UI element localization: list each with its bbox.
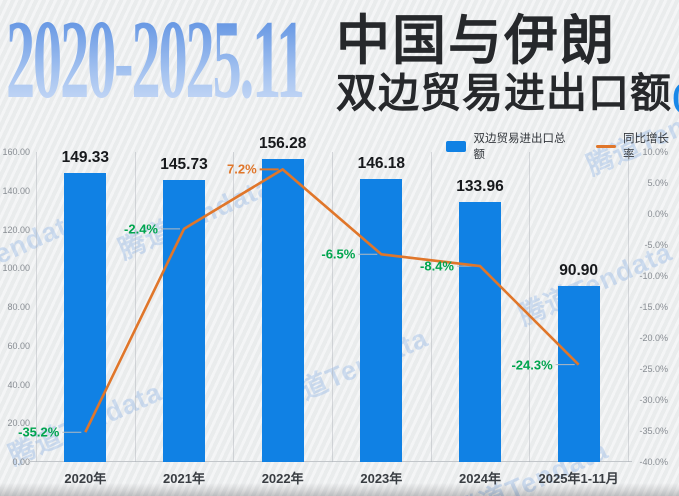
bar-value-label: 146.18 xyxy=(357,154,406,172)
growth-rate-label: -6.5% xyxy=(321,246,356,262)
period-title: 2020-2025.11 xyxy=(6,0,305,122)
left-axis-tick: 160.00 xyxy=(2,147,30,157)
plot-area: 149.33 145.73 156.28 146.18 133.96 90.90 -35.2… xyxy=(18,135,632,462)
right-axis-tick: 5.0% xyxy=(647,178,668,188)
x-axis-label: 2024年 xyxy=(459,471,501,486)
bar-value-label: 156.28 xyxy=(258,135,307,153)
line-swatch-icon xyxy=(596,144,616,148)
bar-swatch-icon xyxy=(446,140,467,152)
legend-bar-label: 双边贸易进出口总额 xyxy=(473,133,566,161)
right-axis-tick: -15.0% xyxy=(639,302,668,312)
left-axis-tick: 40.00 xyxy=(7,379,30,390)
gridline xyxy=(529,152,531,462)
x-axis-line xyxy=(28,461,632,462)
title-unit: (亿美元) xyxy=(672,75,679,115)
x-axis-label: 2020年 xyxy=(64,471,107,486)
growth-line xyxy=(84,168,580,433)
right-axis-ticks: 10.0% 5.0% 0.0% -5.0% -10.0% -15.0% -20.0% -25.… xyxy=(632,147,668,467)
growth-rate-label: -24.3% xyxy=(511,357,553,373)
growth-line-chart xyxy=(62,168,580,433)
bar-value-label: 133.96 xyxy=(456,178,504,196)
gridline xyxy=(332,152,333,462)
gridline xyxy=(430,152,432,462)
legend-item-bar: 双边贸易进出口总额 xyxy=(446,130,574,162)
bar-2022年 xyxy=(261,159,304,462)
bar-2025年1-11月 xyxy=(557,285,600,462)
legend-line-label: 同比增长率 xyxy=(622,133,669,161)
right-axis-tick: 0.0% xyxy=(647,209,668,219)
left-axis-tick: 140.00 xyxy=(2,185,30,196)
right-axis-tick: -20.0% xyxy=(639,333,668,343)
gridline xyxy=(134,152,136,462)
right-axis-tick: -25.0% xyxy=(639,364,668,374)
right-axis-tick: -40.0% xyxy=(639,457,668,467)
x-axis-label: 2022年 xyxy=(261,471,304,486)
left-axis-tick: 120.00 xyxy=(2,224,30,235)
bar-2020年 xyxy=(64,172,107,462)
bar-value-label: 90.90 xyxy=(559,261,599,279)
left-axis-tick: 100.00 xyxy=(2,263,30,274)
title-sub: 双边贸易进出口额(亿美元) xyxy=(336,70,679,118)
bar-2021年 xyxy=(163,179,205,462)
title-main: 中国与伊朗 xyxy=(336,11,616,71)
growth-rate-label: -35.2% xyxy=(18,424,60,440)
x-axis-label: 2025年1-11月 xyxy=(538,471,619,486)
left-axis-tick: 0.00 xyxy=(12,457,30,467)
gridline xyxy=(628,152,629,462)
bar-value-label: 149.33 xyxy=(61,148,110,166)
growth-rate-label: -8.4% xyxy=(420,258,454,274)
left-axis-tick: 20.00 xyxy=(7,418,30,429)
right-axis-tick: -5.0% xyxy=(644,240,668,250)
right-axis-tick: -30.0% xyxy=(639,395,668,405)
legend: 双边贸易进出口总额 同比增长率 xyxy=(446,130,679,162)
bar-value-label: 145.73 xyxy=(160,155,208,173)
gridline xyxy=(233,152,235,462)
gridline xyxy=(36,152,37,462)
growth-rate-label: -2.4% xyxy=(124,221,158,237)
growth-rate-label: 7.2% xyxy=(227,161,257,177)
left-axis-tick: 80.00 xyxy=(7,302,30,312)
left-axis-tick: 60.00 xyxy=(7,340,30,351)
bar-2023年 xyxy=(360,178,403,462)
right-axis-tick: -35.0% xyxy=(639,426,668,436)
legend-item-line: 同比增长率 xyxy=(596,130,679,162)
right-axis-tick: -10.0% xyxy=(639,271,668,281)
right-axis-tick: 10.0% xyxy=(642,147,668,157)
title-sub-text: 双边贸易进出口额 xyxy=(336,70,672,116)
title-block: 中国与伊朗 双边贸易进出口额(亿美元) xyxy=(336,12,679,118)
x-axis-label: 2023年 xyxy=(360,471,403,486)
left-axis-ticks: 160.00 140.00 120.00 100.00 80.00 60.00 40.00 2… xyxy=(0,147,30,467)
x-axis-label: 2021年 xyxy=(163,471,205,486)
bar-2024年 xyxy=(459,202,501,462)
